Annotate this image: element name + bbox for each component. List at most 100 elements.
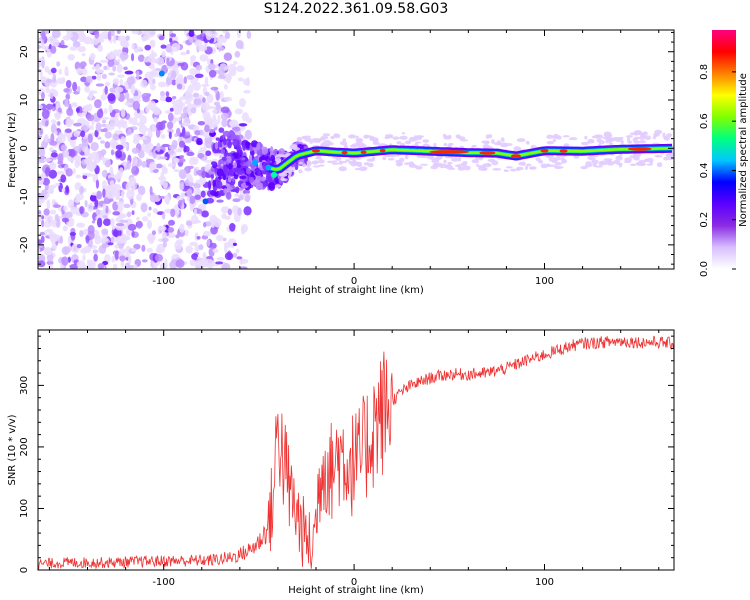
noise-speck: [96, 38, 105, 43]
noise-speck: [50, 92, 54, 100]
noise-speck: [133, 243, 141, 250]
noise-speck: [65, 93, 71, 101]
noise-speck: [104, 85, 108, 95]
noise-speck: [97, 263, 105, 269]
noise-speck: [227, 141, 232, 149]
x-tick-label: 0: [351, 276, 357, 287]
noise-speck: [222, 130, 231, 137]
noise-speck: [113, 34, 117, 44]
noise-speck: [149, 161, 157, 171]
noise-speck: [150, 58, 160, 64]
noise-speck: [194, 244, 200, 252]
noise-speck: [137, 54, 145, 62]
noise-speck: [100, 116, 110, 120]
noise-speck: [165, 96, 173, 103]
noise-speck: [168, 131, 172, 140]
noise-speck: [102, 180, 107, 189]
noise-speck: [223, 84, 228, 90]
noise-speck: [193, 183, 201, 189]
noise-speck: [145, 163, 151, 168]
noise-speck: [221, 262, 231, 269]
halo-speck: [645, 157, 654, 163]
noise-speck: [112, 211, 121, 216]
halo-speck: [594, 165, 604, 168]
y-tick-label: 0: [19, 145, 30, 151]
noise-speck: [115, 144, 124, 150]
noise-speck: [69, 263, 79, 269]
noise-speck: [116, 74, 125, 79]
noise-speck: [210, 161, 217, 166]
noise-speck: [213, 191, 219, 197]
noise-speck: [79, 229, 84, 238]
halo-speck: [528, 166, 537, 170]
noise-speck: [148, 206, 152, 211]
noise-speck: [78, 143, 84, 148]
noise-speck: [81, 137, 89, 147]
noise-speck: [107, 242, 114, 246]
noise-speck: [245, 167, 252, 175]
halo-speck: [447, 161, 453, 165]
y-tick-label: 0: [19, 567, 30, 573]
noise-speck: [110, 149, 115, 156]
halo-speck: [373, 141, 380, 145]
halo-speck: [363, 162, 370, 166]
noise-speck: [178, 169, 187, 180]
halo-speck: [382, 156, 387, 161]
noise-speck: [239, 175, 247, 180]
halo-speck: [654, 129, 663, 135]
halo-speck: [605, 159, 611, 165]
noise-speck: [91, 119, 95, 126]
noise-speck: [187, 165, 194, 169]
noise-speck: [216, 199, 224, 203]
noise-speck: [158, 35, 165, 41]
halo-speck: [386, 135, 393, 139]
halo-speck: [573, 154, 580, 159]
noise-speck: [233, 153, 242, 159]
noise-speck: [234, 108, 243, 115]
noise-speck: [175, 259, 185, 268]
noise-speck: [119, 78, 123, 88]
noise-speck: [85, 234, 90, 244]
noise-speck: [203, 159, 213, 163]
noise-speck: [134, 48, 139, 54]
halo-speck: [361, 144, 367, 147]
noise-speck: [56, 61, 61, 67]
noise-speck: [165, 75, 173, 86]
noise-speck: [227, 208, 233, 216]
halo-speck: [318, 137, 326, 141]
noise-speck: [131, 43, 135, 50]
halo-speck: [298, 169, 303, 174]
noise-speck: [141, 259, 148, 263]
noise-speck: [136, 220, 143, 229]
noise-speck: [63, 149, 69, 158]
noise-speck: [39, 69, 43, 78]
noise-speck: [123, 160, 128, 168]
halo-speck: [546, 140, 555, 145]
halo-speck: [315, 155, 322, 159]
noise-speck: [202, 97, 206, 104]
noise-speck: [65, 168, 73, 177]
halo-speck: [339, 141, 348, 146]
noise-speck: [80, 130, 86, 138]
noise-speck: [110, 218, 115, 227]
noise-speck: [74, 183, 81, 191]
noise-speck: [69, 46, 78, 51]
noise-speck: [86, 114, 95, 122]
noise-speck: [100, 149, 107, 156]
halo-speck: [335, 156, 342, 161]
noise-speck: [195, 64, 203, 71]
noise-speck: [127, 128, 132, 136]
halo-speck: [491, 139, 495, 144]
colorbar-label: Normalized spectral amplitude: [738, 73, 749, 227]
halo-speck: [355, 135, 359, 139]
noise-speck: [62, 225, 68, 232]
noise-speck: [165, 43, 173, 53]
noise-speck: [173, 157, 180, 164]
noise-speck: [84, 86, 91, 93]
halo-speck: [288, 171, 292, 176]
noise-speck: [38, 210, 42, 215]
noise-speck: [124, 92, 130, 100]
noise-speck: [217, 149, 221, 154]
noise-speck: [138, 124, 148, 134]
x-tick-label: 0: [351, 577, 357, 588]
